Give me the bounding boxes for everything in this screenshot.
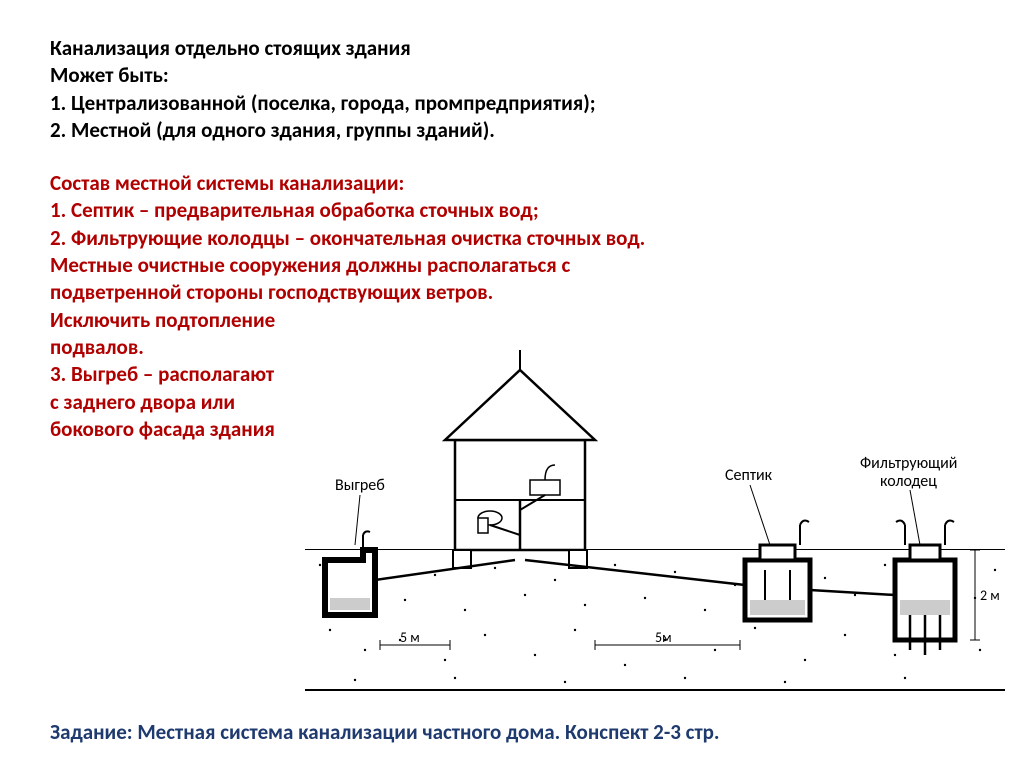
sewage-diagram: Выгреб Септик Фильтрующий колодец <box>305 350 1005 710</box>
footer-task: Задание: Местная система канализации час… <box>50 719 720 745</box>
svg-text:5 м: 5 м <box>400 629 420 646</box>
red-heading: Состав местной системы канализации: <box>50 170 974 197</box>
red-4: подветренной стороны господствующих ветр… <box>50 279 974 306</box>
red-1: 1. Септик – предварительная обработка ст… <box>50 197 974 224</box>
black-item-2: 2. Местной (для одного здания, группы зд… <box>50 117 974 144</box>
red-3: Местные очистные сооружения должны распо… <box>50 252 974 279</box>
black-item-1: 1. Централизованной (поселка, города, пр… <box>50 90 974 117</box>
label-filter2: колодец <box>880 472 937 491</box>
title: Канализация отдельно стоящих здания <box>50 35 974 62</box>
svg-text:2 м: 2 м <box>980 587 1000 604</box>
subtitle: Может быть: <box>50 62 974 89</box>
house-icon <box>445 350 595 568</box>
red-2: 2. Фильтрующие колодцы – окончательная о… <box>50 225 974 252</box>
label-septik: Септик <box>725 466 773 485</box>
label-filter1: Фильтрующий <box>860 454 957 473</box>
red-5: Исключить подтопление <box>50 307 370 334</box>
svg-text:5м: 5м <box>655 629 672 646</box>
label-vygreb: Выгреб <box>335 476 385 495</box>
filter-well-icon <box>895 521 955 655</box>
